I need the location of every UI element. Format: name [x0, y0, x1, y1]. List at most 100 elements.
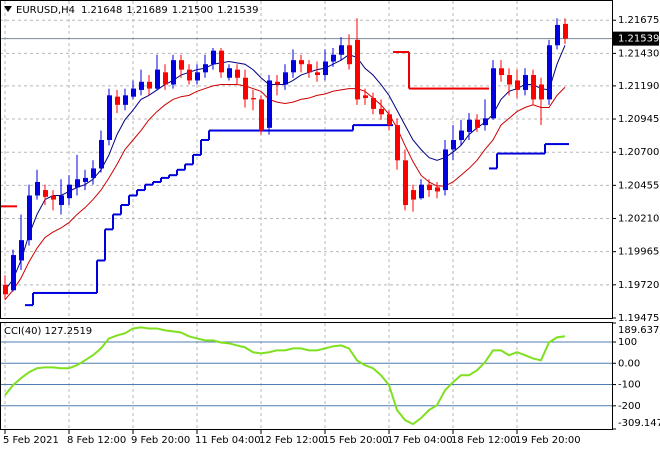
- candle-body: [3, 284, 8, 295]
- close-label: 1.21539: [217, 5, 258, 16]
- symbol-header: EURUSD,H4 1.21648 1.21689 1.21500 1.21539: [16, 5, 258, 16]
- indicator-line: [4, 326, 566, 426]
- candle-body: [419, 184, 424, 199]
- candle-body: [59, 195, 64, 205]
- candle-body: [243, 77, 248, 100]
- candle-body: [507, 75, 512, 85]
- candle-body: [491, 68, 496, 119]
- candle-body: [451, 140, 456, 150]
- x-tick-label: 8 Feb 12:00: [67, 435, 126, 446]
- candle-body: [211, 50, 216, 65]
- candle-body: [179, 60, 184, 70]
- x-tick-label: 12 Feb 12:00: [259, 435, 325, 446]
- cci-last-value: 127.2519: [44, 326, 92, 337]
- candle-body: [35, 181, 40, 196]
- candle-body: [339, 45, 344, 55]
- candle-body: [147, 81, 152, 89]
- candle-body: [19, 240, 24, 261]
- candle-body: [99, 140, 104, 169]
- y-tick-label: -100: [618, 380, 641, 391]
- cci-title: CCI(40): [4, 326, 42, 337]
- cci-header: CCI(40) 127.2519: [4, 326, 92, 337]
- y-tick-label: 1.20700: [618, 147, 659, 158]
- candle-body: [91, 168, 96, 178]
- candle-body: [115, 96, 120, 105]
- candle-body: [539, 84, 544, 100]
- candle-body: [259, 99, 264, 131]
- candle-body: [403, 160, 408, 205]
- candle-body: [203, 64, 208, 73]
- candle-body: [131, 88, 136, 97]
- candle-body: [235, 69, 240, 78]
- candle-body: [155, 69, 160, 89]
- candle-body: [107, 95, 112, 141]
- candle-body: [291, 60, 296, 73]
- candle-body: [387, 114, 392, 126]
- candle-body: [555, 24, 560, 46]
- x-tick-label: 5 Feb 2021: [3, 435, 59, 446]
- candle-body: [323, 61, 328, 76]
- candle-body: [523, 75, 528, 90]
- candle-body: [499, 68, 504, 76]
- y-tick-label: 100: [618, 337, 637, 348]
- candle-body: [395, 125, 400, 161]
- candle-body: [411, 190, 416, 200]
- y-tick-label: 1.21675: [618, 15, 659, 26]
- candle-body: [299, 60, 304, 65]
- current-price-label: 1.21539: [618, 34, 659, 45]
- candle-body: [187, 69, 192, 81]
- candle-body: [459, 130, 464, 141]
- cci-frame: [0, 322, 613, 430]
- candle-body: [43, 190, 48, 197]
- y-tick-label: 189.637: [618, 325, 659, 336]
- candle-body: [355, 39, 360, 100]
- y-tick-label: 0.00: [618, 358, 640, 369]
- y-tick-label: -309.1477: [618, 418, 660, 429]
- x-tick-label: 19 Feb 20:00: [515, 435, 581, 446]
- y-tick-label: -200: [618, 401, 641, 412]
- y-tick-label: 1.19965: [618, 247, 659, 258]
- y-tick-label: 1.21430: [618, 48, 659, 59]
- candle-body: [467, 119, 472, 132]
- candle-body: [331, 54, 336, 62]
- candle-body: [475, 119, 480, 128]
- candle-body: [83, 177, 88, 182]
- candle-body: [363, 95, 368, 99]
- candle-body: [163, 72, 168, 85]
- candle-body: [123, 95, 128, 105]
- candle-body: [27, 195, 32, 241]
- x-tick-label: 11 Feb 04:00: [195, 435, 261, 446]
- x-tick-label: 15 Feb 20:00: [323, 435, 389, 446]
- candle-body: [51, 195, 56, 200]
- candle-body: [379, 108, 384, 115]
- high-label: 1.21689: [126, 5, 167, 16]
- candle-body: [275, 81, 280, 85]
- menu-triangle[interactable]: [4, 6, 12, 12]
- x-tick-label: 18 Feb 12:00: [451, 435, 517, 446]
- candle-body: [283, 72, 288, 85]
- candle-body: [195, 72, 200, 81]
- candle-body: [563, 23, 568, 39]
- candle-body: [531, 75, 536, 100]
- candle-body: [11, 255, 16, 291]
- y-tick-label: 1.20945: [618, 114, 659, 125]
- candle-body: [371, 98, 376, 109]
- candle-body: [219, 50, 224, 73]
- y-tick-label: 1.21190: [618, 81, 659, 92]
- candle-body: [267, 80, 272, 128]
- candle-body: [307, 64, 312, 73]
- candle-body: [515, 80, 520, 90]
- candle-body: [435, 187, 440, 192]
- candle-body: [75, 179, 80, 188]
- candle-body: [315, 72, 320, 76]
- x-tick-label: 17 Feb 04:00: [387, 435, 453, 446]
- indicator-line: [4, 84, 566, 301]
- symbol-title: EURUSD,H4: [16, 5, 75, 16]
- current-price-box: [613, 31, 659, 46]
- x-tick-label: 9 Feb 20:00: [131, 435, 190, 446]
- price-frame: [0, 0, 613, 319]
